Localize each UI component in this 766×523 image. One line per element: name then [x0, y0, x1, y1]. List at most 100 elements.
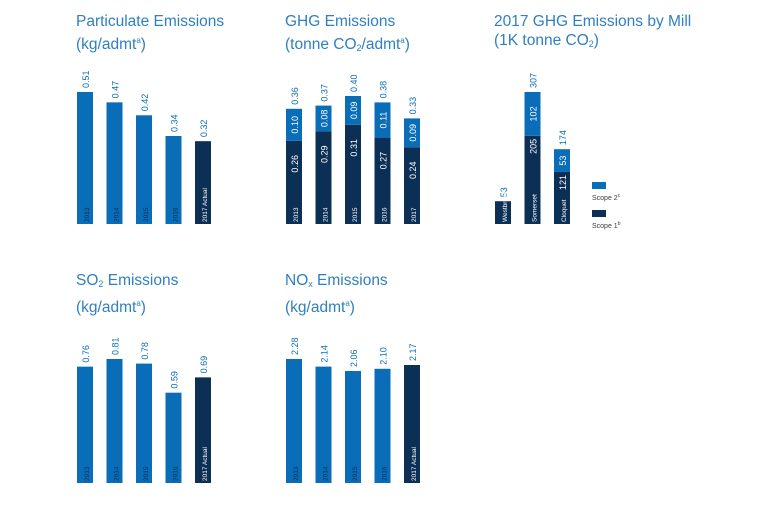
ghg-scope1-label-3: 0.27	[379, 152, 389, 170]
nox-bar-0	[286, 359, 302, 483]
nox-value-label-0: 2.28	[290, 337, 300, 355]
ghg-total-label-0: 0.36	[290, 87, 300, 105]
particulate-value-label-1: 0.47	[111, 81, 121, 99]
so2-bar-2	[136, 363, 152, 483]
so2-panel: SO2 Emissions (kg/admta) 0.76 2013 0.81 201…	[76, 269, 236, 489]
mill-tick-label-1: Somerset	[532, 194, 539, 222]
particulate-bar-3	[165, 136, 182, 224]
nox-bar-1	[315, 366, 332, 483]
particulate-title-main: Particulate Emissions	[76, 13, 225, 30]
particulate-panel: Particulate Emissions (kg/admta) 0.51 201…	[76, 10, 236, 230]
so2-value-label-0: 0.76	[81, 345, 91, 363]
ghg-scope1-label-2: 0.31	[349, 139, 359, 157]
mill-scope2-bar-2	[554, 149, 570, 172]
mill-scope1-bar-1	[524, 135, 541, 224]
ghg-scope2-bar-2	[345, 96, 361, 125]
nox-value-label-3: 2.10	[379, 347, 389, 365]
so2-value-label-3: 0.59	[170, 371, 180, 389]
ghg-tick-label-3: 2016	[382, 207, 389, 222]
legend-scope1-label: Scope 1b	[592, 221, 621, 230]
nox-tick-label-4: 2017 Actual	[411, 446, 418, 481]
particulate-chart: 0.51 2013 0.47 2014 0.42 2015 0.34 2016 0.32 2017…	[77, 70, 211, 224]
nox-bar-4	[404, 364, 420, 483]
nox-panel: NOx Emissions (kg/admta) 2.28 2013 2.14 201…	[285, 269, 445, 489]
ghg-scope2-bar-3	[374, 102, 391, 138]
nox-chart: 2.28 2013 2.14 2014 2.06 2015 2.10 2016 2.17 2017…	[286, 337, 420, 483]
ghg-scope1-bar-3	[374, 137, 391, 224]
nox-title: NOx Emissions (kg/admta)	[285, 271, 388, 317]
mill-scope2-label-1: 102	[529, 106, 539, 121]
mill-total-label-0: 53	[499, 187, 509, 197]
mill-total-label-1: 307	[529, 73, 539, 88]
nox-bar-3	[374, 368, 391, 483]
mill-scope1-label-2: 121	[558, 175, 568, 190]
ghg-scope2-label-1: 0.08	[320, 110, 330, 128]
mill-panel: 2017 GHG Emissions by Mill (1K tonne CO2…	[494, 10, 694, 230]
so2-bar-1	[106, 359, 123, 483]
so2-bar-3	[165, 392, 182, 483]
ghg-tick-label-0: 2013	[293, 207, 300, 222]
particulate-title-unit: (kg/admta)	[76, 36, 146, 53]
nox-tick-label-0: 2013	[293, 466, 300, 481]
mill-scope1-bar-0	[495, 201, 511, 224]
mill-tick-label-2: Cloquet	[561, 199, 568, 222]
nox-title-unit: (kg/admta)	[285, 299, 355, 316]
nox-bar-2	[345, 370, 361, 483]
legend-scope1-swatch	[592, 210, 606, 217]
ghg-title-main: GHG Emissions	[285, 13, 396, 30]
so2-tick-label-2: 2015	[143, 466, 150, 481]
ghg-scope1-label-4: 0.24	[408, 161, 418, 179]
ghg-scope2-bar-4	[404, 118, 420, 148]
particulate-bar-1	[106, 102, 123, 224]
particulate-tick-label-2: 2015	[143, 207, 150, 222]
so2-tick-label-1: 2014	[114, 466, 121, 481]
ghg-scope1-label-0: 0.26	[290, 155, 300, 173]
ghg-title-unit: (tonne CO2/admta)	[285, 36, 410, 53]
mill-scope2-label-2: 53	[558, 156, 568, 166]
legend-scope2-label: Scope 2c	[592, 193, 621, 202]
so2-tick-label-0: 2013	[84, 466, 91, 481]
ghg-scope1-bar-0	[286, 140, 302, 224]
so2-value-label-2: 0.78	[140, 342, 150, 360]
particulate-value-label-3: 0.34	[170, 114, 180, 132]
mill-chart: 53Westbrook102205307Somerset53121174Cloq…	[495, 73, 621, 230]
so2-title: SO2 Emissions (kg/admta)	[76, 271, 178, 317]
particulate-bar-2	[136, 115, 152, 224]
mill-scope1-label-1: 205	[529, 139, 539, 154]
so2-value-label-1: 0.81	[111, 337, 121, 355]
nox-value-label-4: 2.17	[408, 343, 418, 361]
ghg-scope2-bar-0	[286, 108, 302, 141]
particulate-title: Particulate Emissions (kg/admta)	[76, 12, 224, 54]
particulate-tick-label-4: 2017 Actual	[202, 187, 209, 222]
ghg-tick-label-1: 2014	[323, 207, 330, 222]
ghg-tick-label-4: 2017	[411, 207, 418, 222]
nox-tick-label-2: 2015	[352, 466, 359, 481]
ghg-scope1-label-1: 0.29	[320, 145, 330, 163]
so2-value-label-4: 0.69	[199, 356, 209, 374]
ghg-total-label-1: 0.37	[320, 84, 330, 102]
mill-title-unit: (1K tonne CO2)	[494, 32, 599, 49]
nox-tick-label-3: 2016	[382, 466, 389, 481]
particulate-tick-label-1: 2014	[114, 207, 121, 222]
mill-tick-label-0: Westbrook	[502, 190, 509, 222]
so2-title-unit: (kg/admta)	[76, 299, 146, 316]
ghg-scope2-label-3: 0.11	[379, 112, 389, 129]
particulate-value-label-4: 0.32	[199, 120, 209, 138]
particulate-value-label-0: 0.51	[81, 70, 91, 88]
nox-title-main: NOx Emissions	[285, 272, 388, 289]
so2-tick-label-3: 2016	[173, 466, 180, 481]
legend-scope2-swatch	[592, 182, 606, 189]
ghg-tick-label-2: 2015	[352, 207, 359, 222]
ghg-title: GHG Emissions (tonne CO2/admta)	[285, 12, 410, 58]
particulate-bar-0	[77, 92, 93, 224]
ghg-total-label-2: 0.40	[349, 74, 359, 92]
mill-total-label-2: 174	[558, 130, 568, 145]
ghg-scope1-bar-2	[345, 124, 361, 224]
mill-title-main: 2017 GHG Emissions by Mill	[494, 13, 692, 30]
ghg-scope1-bar-4	[404, 147, 420, 224]
ghg-total-label-4: 0.33	[408, 97, 418, 115]
mill-title: 2017 GHG Emissions by Mill (1K tonne CO2…	[494, 12, 691, 54]
ghg-scope2-label-4: 0.09	[408, 124, 418, 142]
ghg-scope2-label-0: 0.10	[290, 116, 300, 134]
nox-tick-label-1: 2014	[323, 466, 330, 481]
